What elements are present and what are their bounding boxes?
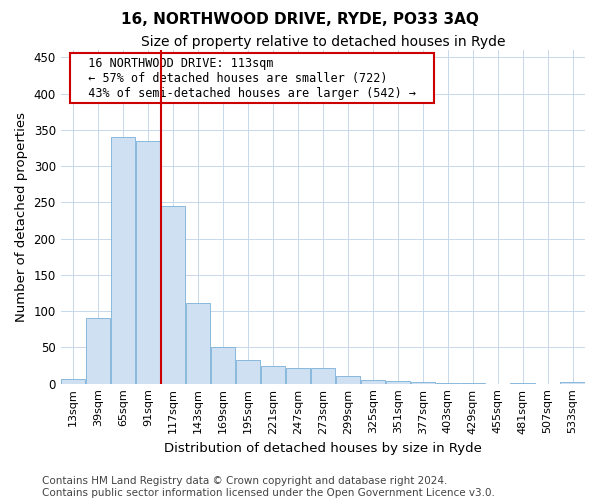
Bar <box>236 360 260 384</box>
Text: Contains HM Land Registry data © Crown copyright and database right 2024.
Contai: Contains HM Land Registry data © Crown c… <box>42 476 495 498</box>
Y-axis label: Number of detached properties: Number of detached properties <box>15 112 28 322</box>
Bar <box>311 368 335 384</box>
Bar <box>286 368 310 384</box>
Bar <box>560 382 584 384</box>
Bar <box>211 348 235 384</box>
Bar <box>361 380 385 384</box>
Bar <box>111 137 135 384</box>
Bar <box>261 366 285 384</box>
Bar <box>61 378 85 384</box>
Bar <box>386 381 410 384</box>
Bar <box>461 383 485 384</box>
Title: Size of property relative to detached houses in Ryde: Size of property relative to detached ho… <box>140 35 505 49</box>
Bar <box>186 303 210 384</box>
Bar <box>410 382 435 384</box>
Bar <box>86 318 110 384</box>
Bar <box>161 206 185 384</box>
Bar <box>436 383 460 384</box>
Bar <box>136 141 160 384</box>
Bar <box>336 376 360 384</box>
X-axis label: Distribution of detached houses by size in Ryde: Distribution of detached houses by size … <box>164 442 482 455</box>
Text: 16 NORTHWOOD DRIVE: 113sqm  
  ← 57% of detached houses are smaller (722)  
  43: 16 NORTHWOOD DRIVE: 113sqm ← 57% of deta… <box>74 57 430 100</box>
Text: 16, NORTHWOOD DRIVE, RYDE, PO33 3AQ: 16, NORTHWOOD DRIVE, RYDE, PO33 3AQ <box>121 12 479 28</box>
Bar <box>511 383 535 384</box>
